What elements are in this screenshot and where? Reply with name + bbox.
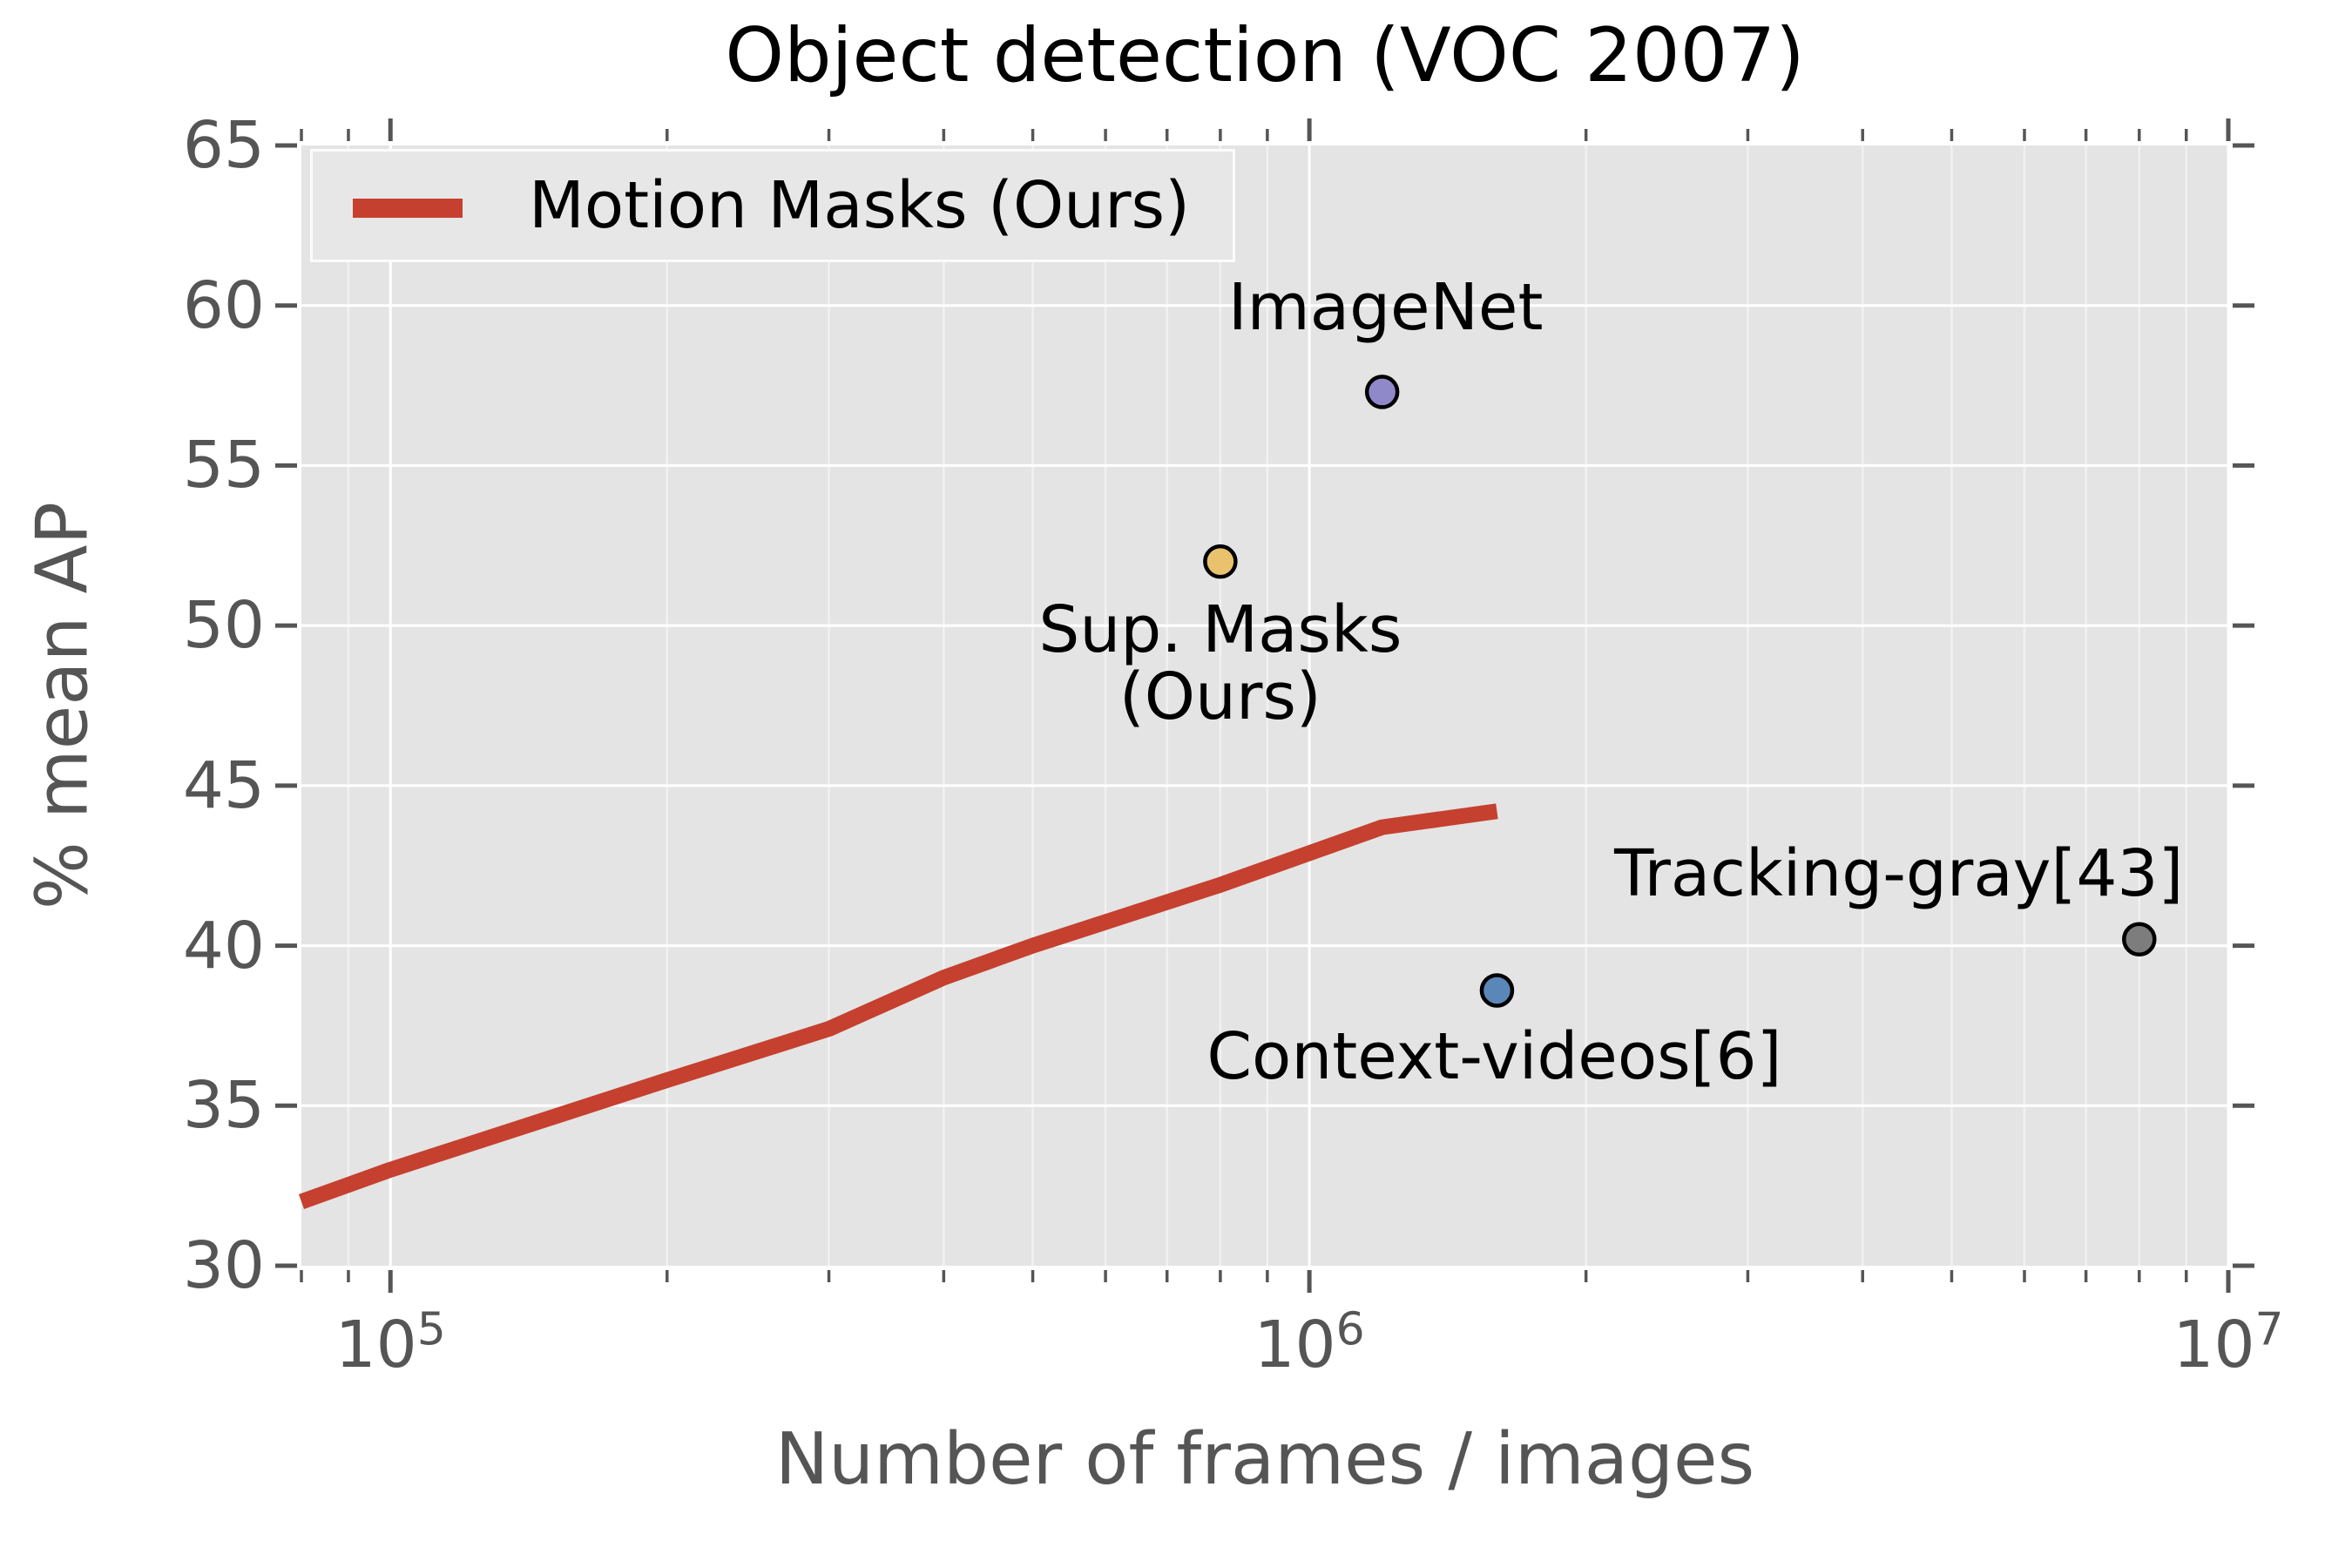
point-context-videos-6- xyxy=(1479,973,1515,1008)
legend-line-swatch xyxy=(353,199,463,218)
x-tick-label-10e5: 105 xyxy=(335,1303,446,1382)
annotation-context-videos-6-: Context-videos[6] xyxy=(1206,1019,1782,1094)
point-tracking-gray-43- xyxy=(2122,922,2157,956)
y-tick-label-45: 45 xyxy=(182,747,265,823)
y-tick-label-55: 55 xyxy=(182,428,265,504)
annotation-imagenet: ImageNet xyxy=(1227,269,1544,345)
point-imagenet xyxy=(1364,375,1400,409)
legend: Motion Masks (Ours) xyxy=(310,149,1235,262)
plot-canvas xyxy=(275,118,2254,1293)
y-tick-label-65: 65 xyxy=(182,108,265,183)
x-tick-label-10e6: 106 xyxy=(1254,1303,1365,1382)
point-sup-masks-ours- xyxy=(1203,544,1238,579)
annotation-sup-masks: Sup. Masks (Ours) xyxy=(1038,591,1402,734)
x-axis-label: Number of frames / images xyxy=(774,1418,1755,1501)
x-tick-label-10e7: 107 xyxy=(2173,1303,2284,1382)
y-tick-label-35: 35 xyxy=(182,1068,265,1144)
chart-title: Object detection (VOC 2007) xyxy=(725,12,1805,99)
legend-label: Motion Masks (Ours) xyxy=(529,168,1190,243)
y-tick-label-50: 50 xyxy=(182,588,265,664)
y-tick-label-60: 60 xyxy=(182,267,265,343)
y-tick-label-30: 30 xyxy=(182,1228,265,1303)
annotation-tracking-gray-43-: Tracking-gray[43] xyxy=(1614,836,2184,912)
plot-area: Motion Masks (Ours) ImageNet Sup. Masks (O… xyxy=(275,118,2254,1293)
motion-masks-line xyxy=(298,803,1498,1209)
y-tick-label-40: 40 xyxy=(182,908,265,983)
y-axis-label: % mean AP xyxy=(21,501,105,910)
